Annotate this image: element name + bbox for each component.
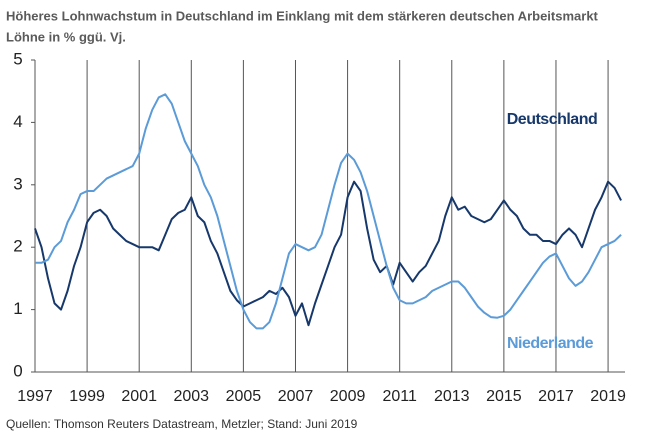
x-tick-label: 2017: [538, 388, 574, 405]
x-tick-label: 2001: [121, 388, 157, 405]
x-tick-label: 2011: [382, 388, 417, 405]
x-tick-label: 2003: [173, 388, 209, 405]
y-tick-label: 5: [13, 49, 22, 68]
y-tick-label: 0: [13, 361, 22, 380]
y-tick-label: 2: [13, 237, 22, 256]
x-tick-label: 1999: [69, 388, 105, 405]
y-tick-label: 1: [13, 299, 22, 318]
series-label: Niederlande: [507, 335, 594, 352]
x-tick-label: 2019: [590, 388, 626, 405]
x-tick-label: 1997: [17, 388, 53, 405]
x-tick-label: 2007: [278, 388, 314, 405]
x-tick-label: 2005: [226, 388, 262, 405]
data-line: [34, 180, 622, 327]
source-note: Quellen: Thomson Reuters Datastream, Met…: [6, 417, 358, 431]
y-tick-label: 4: [13, 112, 22, 131]
data-line: [35, 93, 622, 330]
chart-title: Höheres Lohnwachstum in Deutschland im E…: [6, 8, 599, 23]
x-tick-label: 2015: [486, 388, 522, 405]
chart-subtitle: Löhne in % ggü. Vj.: [6, 29, 126, 44]
y-tick-label: 3: [13, 174, 22, 193]
x-tick-label: 2013: [434, 388, 470, 405]
x-tick-label: 2009: [330, 388, 366, 405]
series-label: Deutschland: [507, 111, 598, 128]
